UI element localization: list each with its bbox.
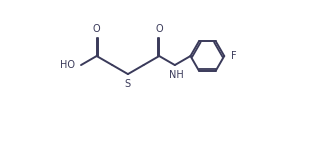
Text: NH: NH <box>169 70 184 80</box>
Text: O: O <box>93 24 100 34</box>
Text: O: O <box>155 24 163 34</box>
Text: S: S <box>125 79 131 89</box>
Text: F: F <box>230 51 236 61</box>
Text: HO: HO <box>59 60 75 70</box>
